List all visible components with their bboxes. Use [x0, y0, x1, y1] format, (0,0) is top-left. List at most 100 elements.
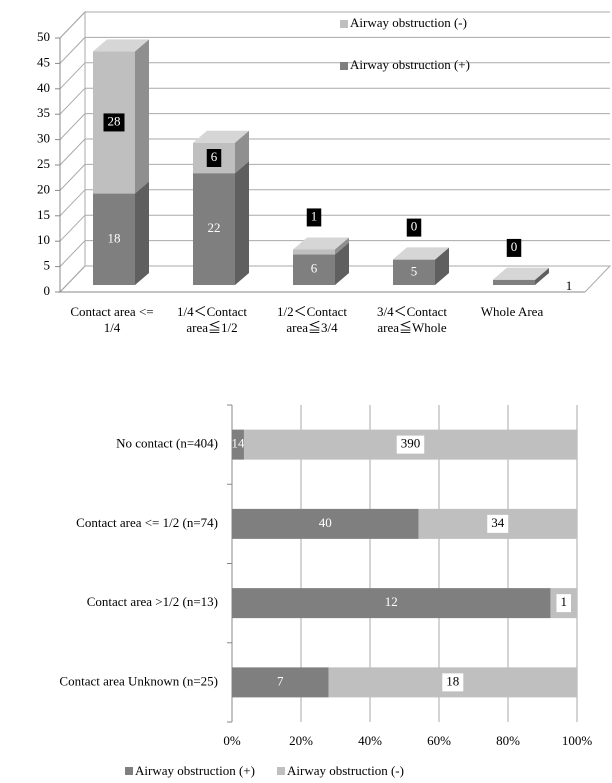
bar-segment — [493, 267, 549, 280]
y-tick-label: 10 — [37, 232, 50, 247]
grid-line — [59, 265, 86, 293]
legend-label: Airway obstruction (+) — [350, 57, 470, 72]
legend-label: Airway obstruction (+) — [135, 763, 255, 778]
data-label-box — [306, 208, 322, 227]
bar-face — [393, 259, 435, 285]
x-tick-label: 1/2＜Contact area≦3/4 — [276, 304, 348, 335]
bar-segment — [232, 429, 244, 460]
bar-segment — [93, 181, 149, 285]
y-tick-label: 15 — [37, 207, 50, 222]
grid-line — [59, 164, 86, 191]
y-tick-label: 50 — [37, 29, 50, 44]
data-label: 40 — [319, 515, 332, 530]
data-label-box — [406, 218, 422, 237]
data-label: 0 — [511, 239, 518, 254]
y-tick-label: 20 — [37, 181, 50, 196]
data-label: 1 — [311, 208, 318, 223]
legend-swatch — [340, 62, 348, 70]
grid-line — [59, 113, 86, 140]
bar-face — [235, 161, 249, 285]
data-label-box — [206, 149, 222, 167]
legend-swatch — [340, 20, 348, 28]
data-label: 22 — [208, 220, 221, 235]
y-tick-label: 45 — [37, 54, 50, 69]
x-tick-label: 0% — [223, 733, 241, 748]
bar-face — [135, 39, 149, 194]
grid-line — [59, 11, 86, 39]
data-label: 6 — [311, 261, 318, 276]
bar-segment — [232, 588, 551, 619]
data-label-box — [442, 673, 464, 692]
bar-segment — [393, 247, 449, 260]
bar-face — [493, 267, 549, 280]
y-tick-label: 0 — [44, 283, 51, 298]
bar-face — [435, 247, 449, 285]
grid-line — [59, 189, 86, 217]
bar-face — [293, 249, 335, 255]
data-label: 1 — [566, 278, 573, 293]
x-tick-label: 3/4＜Contact area≦Whole — [376, 304, 448, 335]
bar-segment — [232, 667, 329, 698]
data-label: 12 — [385, 594, 398, 609]
data-label-box — [487, 514, 509, 533]
bar-face — [293, 237, 349, 250]
data-label-box — [556, 594, 571, 613]
bar-face — [193, 173, 235, 285]
x-tick-label: 80% — [496, 733, 520, 748]
x-tick-label: 1/4＜Contact area≦1/2 — [176, 304, 248, 335]
data-label: 5 — [411, 263, 418, 278]
grid-line — [59, 37, 86, 64]
y-tick-label: No contact (n=404) — [116, 436, 218, 451]
bar-segment — [293, 237, 349, 255]
data-label: 14 — [231, 436, 245, 451]
data-label: 6 — [211, 149, 218, 164]
bar-segment — [193, 161, 249, 285]
y-tick-label: 30 — [37, 131, 50, 146]
bar-face — [135, 181, 149, 285]
bar-face — [235, 130, 249, 174]
grid-line — [59, 214, 86, 242]
data-label: 34 — [491, 515, 505, 530]
x-tick-label: 40% — [358, 733, 382, 748]
data-label: 390 — [401, 436, 421, 451]
y-tick-label: Contact area Unknown (n=25) — [59, 673, 218, 688]
x-tick-label: 60% — [427, 733, 451, 748]
data-label-box — [396, 435, 425, 454]
bar-face — [293, 254, 335, 285]
bar-face — [393, 247, 449, 260]
x-tick-label: 100% — [562, 733, 593, 748]
x-tick-label: Whole Area — [480, 304, 544, 319]
data-label: 0 — [411, 219, 418, 234]
legend-label: Airway obstruction (-) — [287, 763, 404, 778]
bar-face — [93, 39, 149, 52]
legend-swatch — [125, 767, 133, 775]
y-tick-label: 5 — [44, 258, 51, 273]
bar-face — [335, 237, 349, 255]
grid-line — [59, 62, 86, 90]
data-label: 7 — [277, 673, 284, 688]
bar-face — [535, 267, 549, 285]
bar-face — [493, 279, 535, 285]
grid-line — [59, 87, 86, 115]
data-label: 1 — [560, 594, 567, 609]
grid-line — [59, 138, 86, 166]
x-tick-label: Contact area <= 1/4 — [70, 304, 154, 335]
legend-swatch — [276, 767, 285, 775]
data-label: 28 — [108, 113, 121, 128]
y-tick-label: Contact area <= 1/2 (n=74) — [76, 515, 218, 530]
y-tick-label: 40 — [37, 80, 50, 95]
data-label: 18 — [108, 230, 121, 245]
x-tick-label: 20% — [289, 733, 313, 748]
bar-face — [335, 242, 349, 285]
data-label: 18 — [446, 673, 459, 688]
bar-face — [193, 130, 249, 143]
y-tick-label: Contact area >1/2 (n=13) — [87, 594, 218, 609]
data-label-box — [103, 113, 125, 132]
y-tick-label: 35 — [37, 105, 50, 120]
bar-face — [93, 193, 135, 285]
legend-label: Airway obstruction (-) — [350, 15, 467, 30]
y-tick-label: 25 — [37, 156, 50, 171]
data-label-box — [506, 238, 522, 257]
